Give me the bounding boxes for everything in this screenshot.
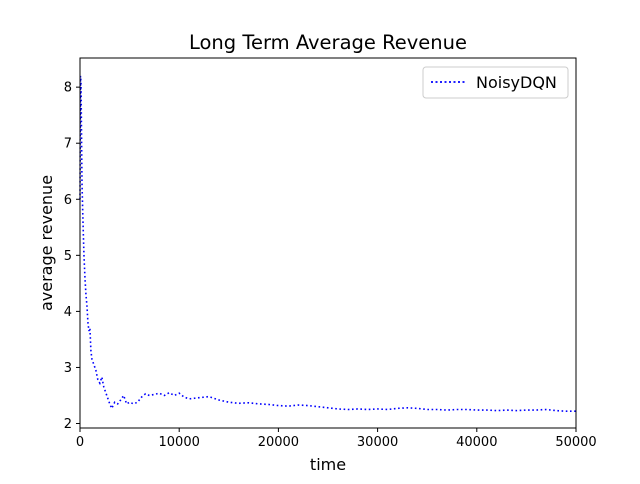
y-tick-label: 4 xyxy=(64,305,72,320)
y-tick-label: 2 xyxy=(64,417,72,432)
y-axis-label: average revenue xyxy=(37,175,56,311)
x-tick-label: 40000 xyxy=(456,435,497,450)
legend-box xyxy=(422,66,569,99)
series-line-noisydqn xyxy=(79,75,576,412)
series-layer xyxy=(79,75,576,412)
plot-frame xyxy=(79,57,577,429)
legend-label-noisydqn: NoisyDQN xyxy=(476,73,557,92)
x-tick-label: 0 xyxy=(76,435,84,450)
y-tick-label: 6 xyxy=(64,193,72,208)
legend: NoisyDQN xyxy=(422,66,569,99)
y-tick-label: 3 xyxy=(64,361,72,376)
x-tick-label: 50000 xyxy=(555,435,596,450)
x-tick-label: 10000 xyxy=(159,435,200,450)
chart-title: Long Term Average Revenue xyxy=(189,31,467,54)
y-tick-label: 8 xyxy=(64,81,72,96)
y-tick-label: 7 xyxy=(64,137,72,152)
ticks-layer: 0 10000 20000 30000 40000 50000 2 3 4 5 6 7 8 xyxy=(64,81,597,450)
y-tick-label: 5 xyxy=(64,249,72,264)
x-axis-label: time xyxy=(310,455,346,474)
x-tick-label: 20000 xyxy=(258,435,299,450)
x-tick-label: 30000 xyxy=(357,435,398,450)
